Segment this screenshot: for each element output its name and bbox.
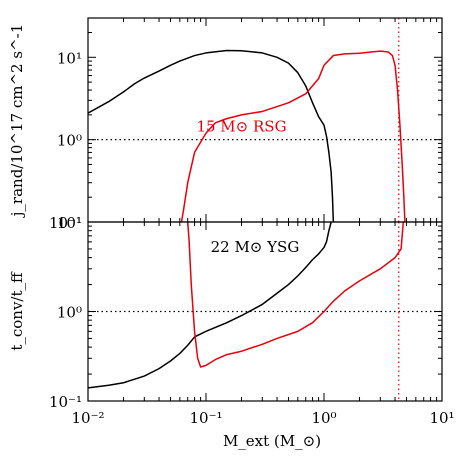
series-line-black	[88, 49, 335, 222]
y-tick-label: 10⁰	[57, 132, 82, 150]
x-tick-label: 10⁰	[311, 409, 336, 427]
series-annotation: 15 M⊙ RSG	[196, 118, 286, 136]
x-tick-label: 10⁻¹	[189, 409, 222, 427]
top-panel: 10¹ 10⁰ 10⁻¹ 15 M⊙ RSG j_rand/10^17 cm^2 s^-…	[8, 17, 443, 232]
y-tick-label: 10¹	[57, 49, 82, 67]
y-axis-label: j_rand/10^17 cm^2 s^-1	[8, 24, 26, 218]
y-tick-label: 10⁻¹	[49, 214, 82, 232]
series-group	[88, 222, 405, 389]
series-annotation: 22 M⊙ YSG	[211, 238, 300, 256]
x-tick-label: 10⁻²	[71, 409, 104, 427]
series-line-red	[186, 222, 405, 368]
x-axis-label: M_ext (M_⊙)	[223, 432, 321, 450]
x-tick-label: 10¹	[429, 409, 454, 427]
y-axis-label: t_conv/t_ff	[8, 271, 26, 351]
axes-frame	[87, 221, 443, 402]
series-group	[88, 49, 406, 222]
y-tick-label: 10⁰	[57, 304, 82, 322]
series-line-black	[88, 222, 332, 389]
series-line-red	[180, 50, 406, 222]
y-tick-label: 10⁻¹	[49, 393, 82, 411]
y-tick-label: 10¹	[57, 214, 82, 232]
